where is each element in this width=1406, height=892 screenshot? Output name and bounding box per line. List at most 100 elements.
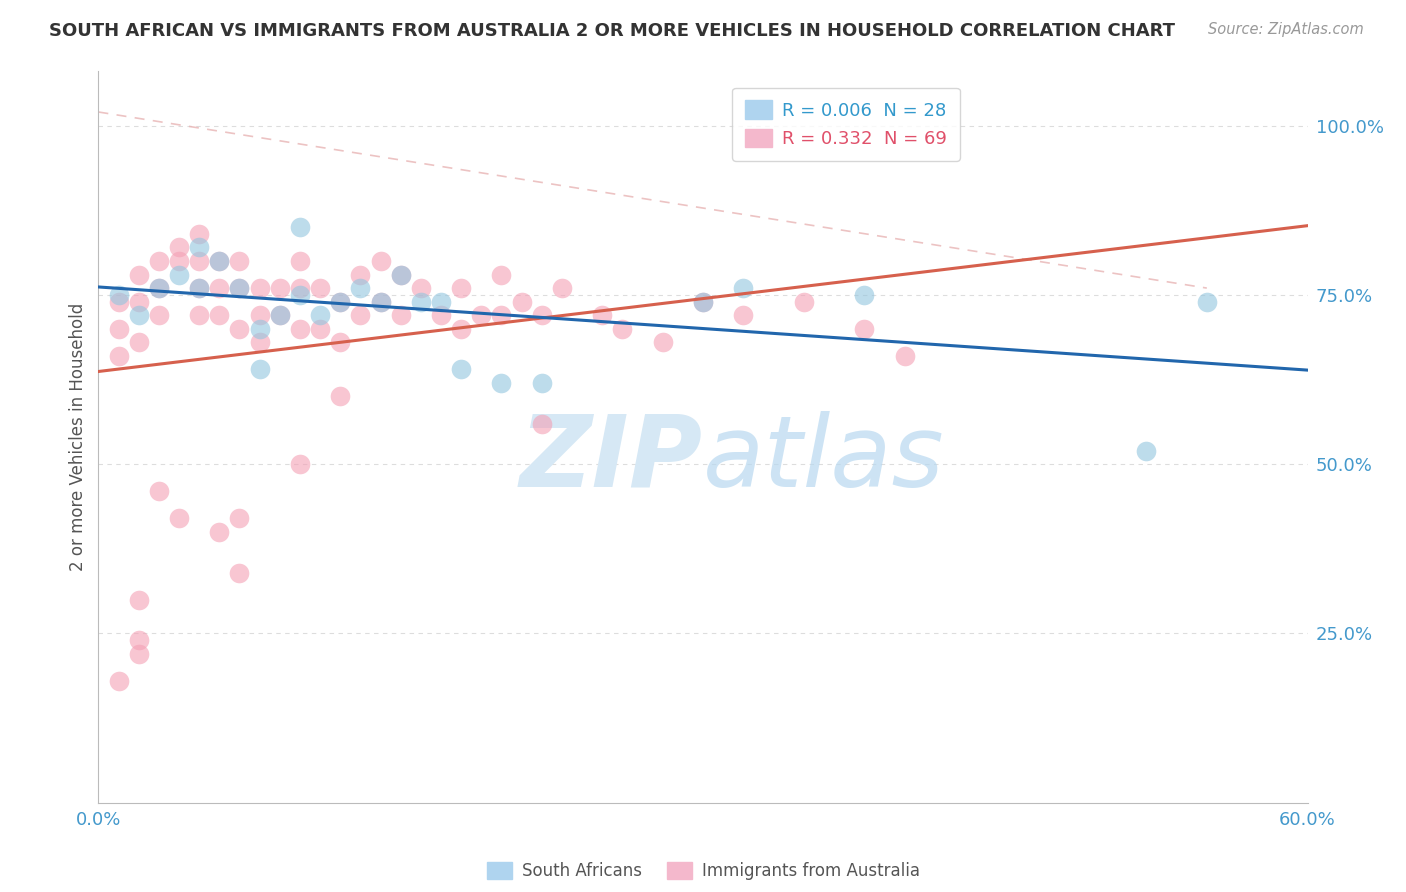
Point	[612, 322, 634, 336]
Point	[329, 335, 352, 350]
Point	[389, 268, 412, 282]
Point	[288, 457, 311, 471]
Point	[288, 254, 311, 268]
Point	[208, 281, 231, 295]
Point	[430, 294, 453, 309]
Point	[329, 294, 352, 309]
Point	[188, 281, 211, 295]
Legend: South Africans, Immigrants from Australia: South Africans, Immigrants from Australi…	[479, 855, 927, 887]
Point	[107, 288, 129, 302]
Point	[349, 281, 371, 295]
Point	[793, 294, 815, 309]
Point	[208, 308, 231, 322]
Point	[1195, 294, 1218, 309]
Point	[188, 254, 211, 268]
Point	[128, 592, 150, 607]
Point	[188, 281, 211, 295]
Point	[148, 281, 170, 295]
Point	[249, 281, 271, 295]
Point	[228, 254, 250, 268]
Point	[470, 308, 492, 322]
Point	[893, 349, 915, 363]
Point	[208, 254, 231, 268]
Point	[288, 220, 311, 235]
Point	[107, 294, 129, 309]
Point	[188, 227, 211, 241]
Point	[530, 308, 553, 322]
Point	[370, 294, 392, 309]
Point	[228, 281, 250, 295]
Point	[389, 268, 412, 282]
Point	[510, 294, 533, 309]
Point	[530, 417, 553, 431]
Point	[288, 322, 311, 336]
Point	[128, 633, 150, 648]
Point	[733, 281, 755, 295]
Point	[128, 647, 150, 661]
Point	[692, 294, 714, 309]
Point	[309, 281, 332, 295]
Point	[167, 268, 190, 282]
Point	[309, 322, 332, 336]
Point	[128, 308, 150, 322]
Point	[450, 322, 472, 336]
Point	[167, 511, 190, 525]
Point	[128, 268, 150, 282]
Text: atlas: atlas	[703, 410, 945, 508]
Point	[128, 294, 150, 309]
Point	[208, 254, 231, 268]
Point	[228, 322, 250, 336]
Point	[148, 308, 170, 322]
Point	[249, 335, 271, 350]
Point	[409, 281, 432, 295]
Point	[309, 308, 332, 322]
Point	[530, 376, 553, 390]
Point	[329, 389, 352, 403]
Point	[370, 254, 392, 268]
Point	[551, 281, 574, 295]
Point	[349, 268, 371, 282]
Point	[329, 294, 352, 309]
Y-axis label: 2 or more Vehicles in Household: 2 or more Vehicles in Household	[69, 303, 87, 571]
Point	[651, 335, 673, 350]
Point	[148, 281, 170, 295]
Point	[370, 294, 392, 309]
Point	[269, 308, 291, 322]
Point	[148, 254, 170, 268]
Point	[208, 524, 231, 539]
Point	[188, 240, 211, 254]
Point	[228, 281, 250, 295]
Point	[409, 294, 432, 309]
Text: Source: ZipAtlas.com: Source: ZipAtlas.com	[1208, 22, 1364, 37]
Point	[288, 288, 311, 302]
Point	[269, 308, 291, 322]
Point	[128, 335, 150, 350]
Point	[288, 281, 311, 295]
Point	[148, 484, 170, 499]
Point	[591, 308, 613, 322]
Point	[389, 308, 412, 322]
Point	[269, 281, 291, 295]
Point	[450, 362, 472, 376]
Point	[188, 308, 211, 322]
Point	[1135, 443, 1157, 458]
Point	[853, 322, 876, 336]
Point	[692, 294, 714, 309]
Point	[228, 566, 250, 580]
Point	[249, 362, 271, 376]
Point	[349, 308, 371, 322]
Point	[430, 308, 453, 322]
Point	[167, 254, 190, 268]
Point	[491, 268, 513, 282]
Point	[450, 281, 472, 295]
Point	[107, 349, 129, 363]
Point	[491, 376, 513, 390]
Point	[107, 322, 129, 336]
Point	[853, 288, 876, 302]
Point	[107, 673, 129, 688]
Point	[167, 240, 190, 254]
Point	[228, 511, 250, 525]
Point	[491, 308, 513, 322]
Text: ZIP: ZIP	[520, 410, 703, 508]
Text: SOUTH AFRICAN VS IMMIGRANTS FROM AUSTRALIA 2 OR MORE VEHICLES IN HOUSEHOLD CORRE: SOUTH AFRICAN VS IMMIGRANTS FROM AUSTRAL…	[49, 22, 1175, 40]
